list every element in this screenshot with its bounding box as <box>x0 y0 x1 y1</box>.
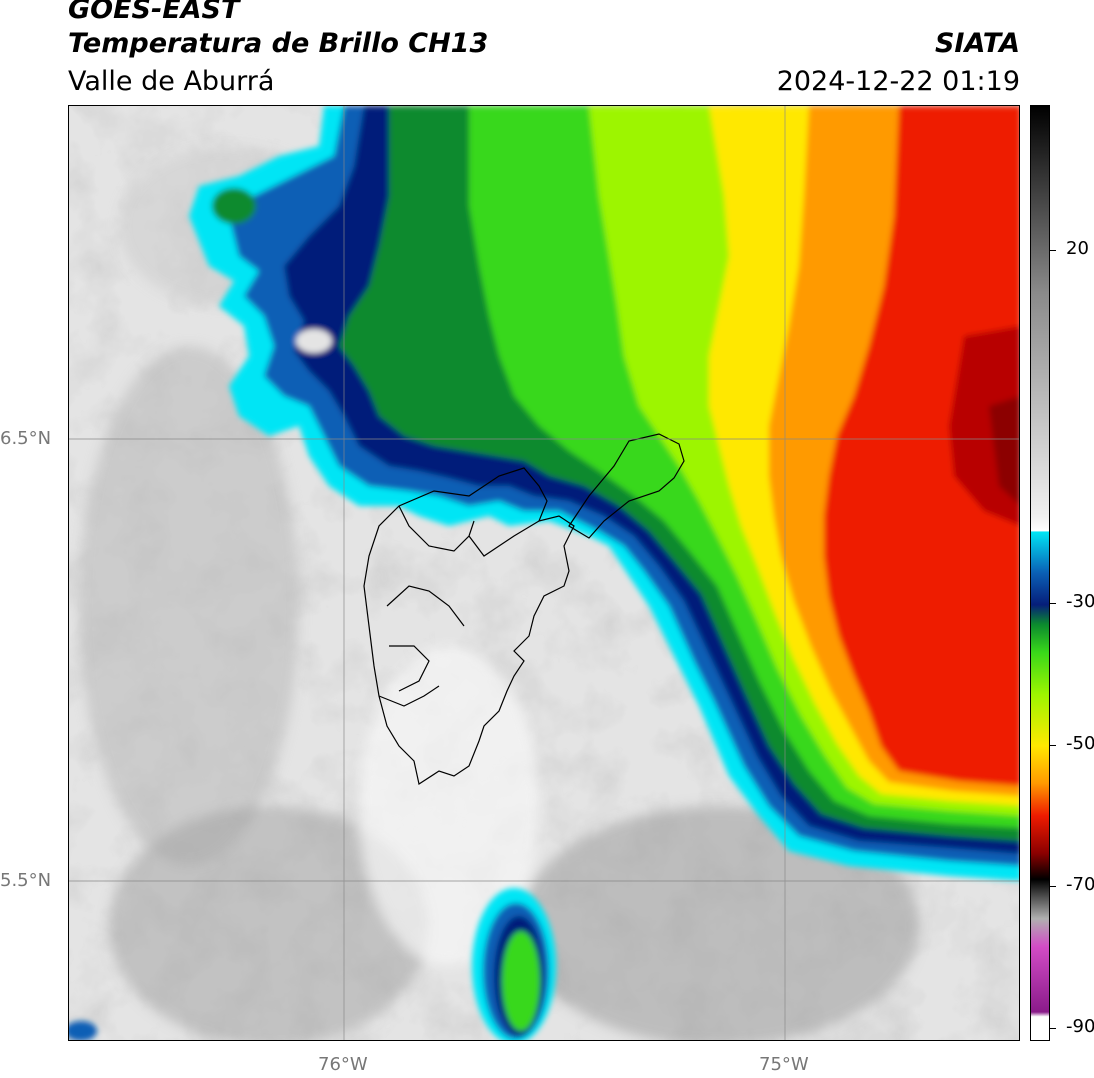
colorbar-tick-mark <box>1050 603 1056 604</box>
colorbar-tick-mark <box>1050 250 1056 251</box>
southern-convective-cell <box>69 888 556 1040</box>
lon-label-76w: 76°W <box>318 1054 368 1075</box>
cold-cloud-mass <box>189 106 1019 881</box>
brightness-temperature-map <box>68 105 1020 1041</box>
lat-label-6-5: 6.5°N <box>0 428 52 449</box>
valle-de-aburra-outline <box>363 433 685 785</box>
lat-label-5-5: 5.5°N <box>0 870 52 891</box>
colorbar-tick-minus90: -90 <box>1066 1016 1094 1037</box>
colorbar-tick-minus30: -30 <box>1066 591 1094 612</box>
lon-label-75w: 75°W <box>759 1054 809 1075</box>
colorbar-tick-mark <box>1050 745 1056 746</box>
graticule <box>69 106 1019 1040</box>
organization-label: SIATA <box>934 28 1020 59</box>
colorbar <box>1030 105 1050 1041</box>
colorbar-tick-20: 20 <box>1066 238 1089 259</box>
colorbar-tick-minus70: -70 <box>1066 874 1094 895</box>
satellite-title: GOES-EAST <box>68 0 240 25</box>
timestamp-label: 2024-12-22 01:19 <box>776 66 1020 97</box>
product-title: Temperatura de Brillo CH13 <box>68 28 489 59</box>
colorbar-tick-mark <box>1050 1028 1056 1029</box>
colorbar-tick-minus50: -50 <box>1066 733 1094 754</box>
colorbar-tick-mark <box>1050 886 1056 887</box>
region-subtitle: Valle de Aburrá <box>68 66 275 97</box>
